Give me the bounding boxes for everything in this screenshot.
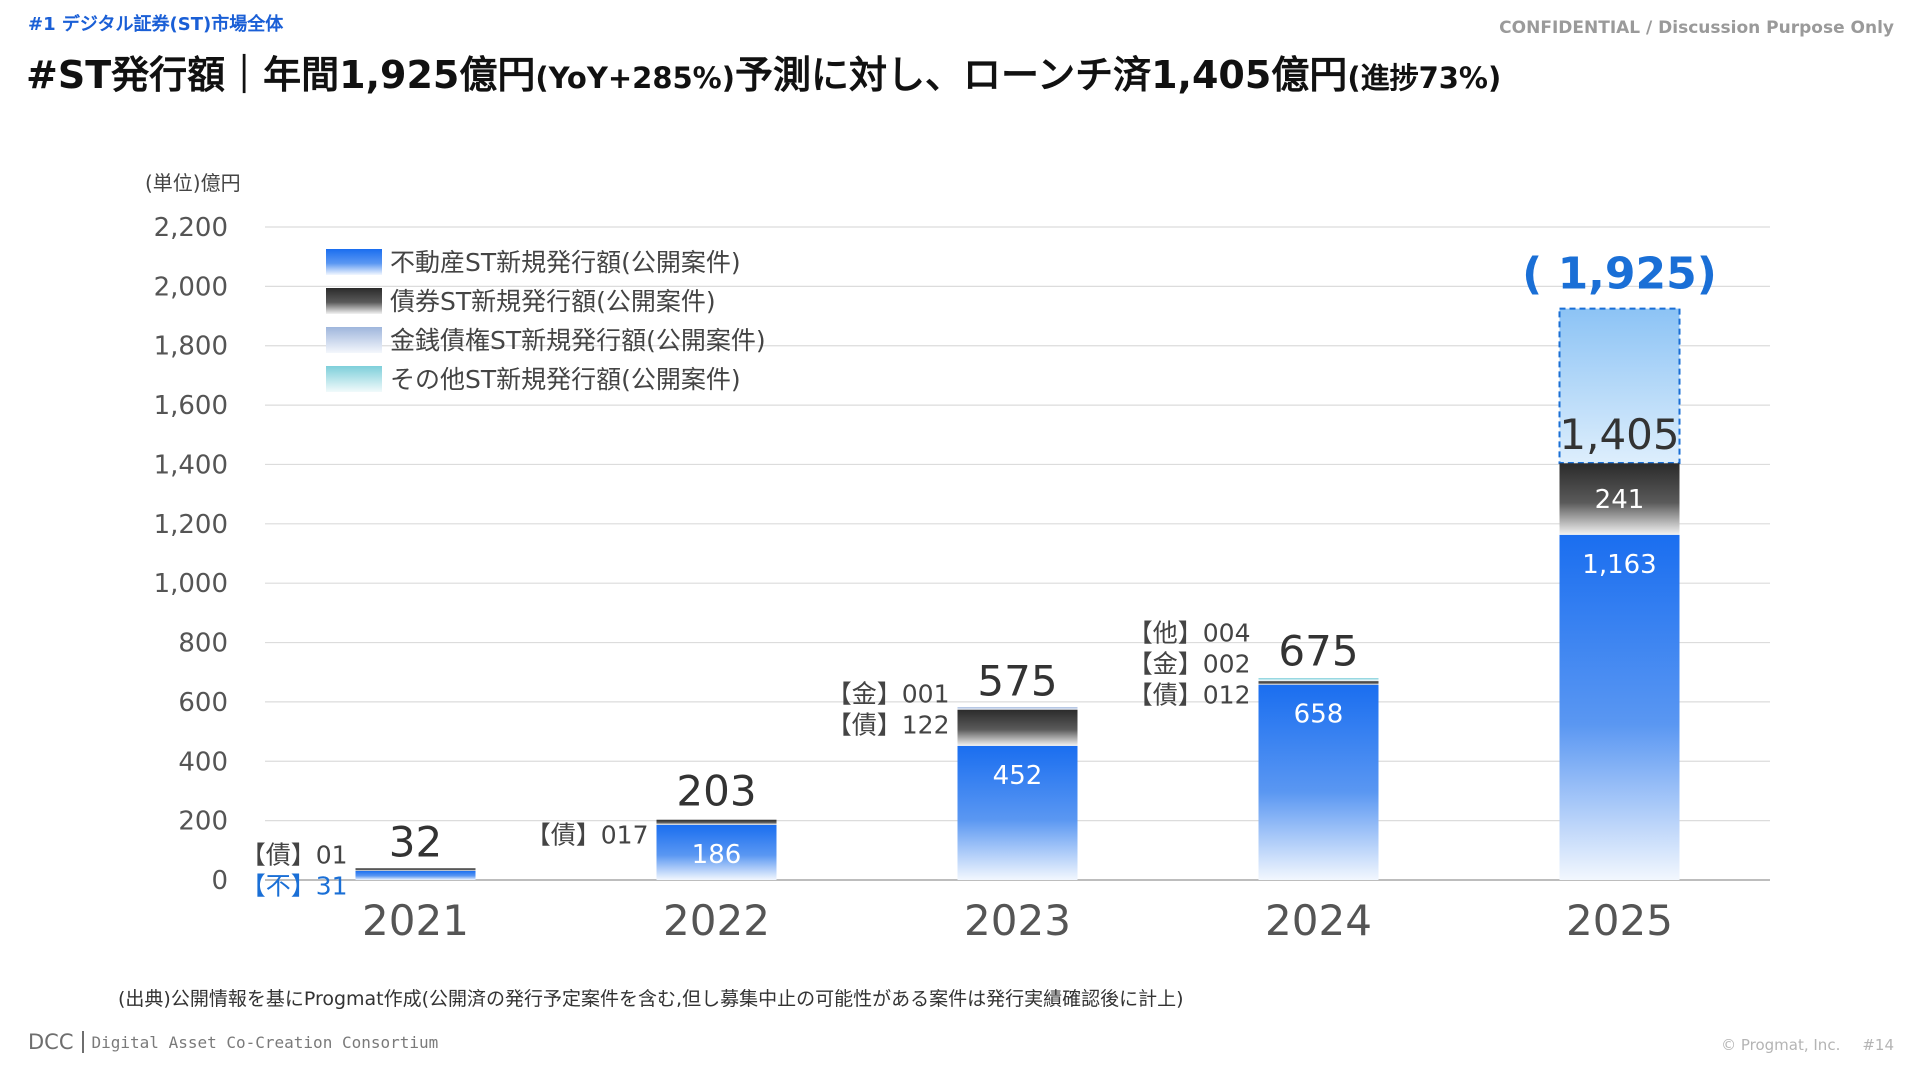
- title-yoy: (YoY+285%): [535, 61, 735, 95]
- title-progress: (進捗73%): [1347, 61, 1502, 95]
- x-tick-label: 2022: [663, 896, 770, 945]
- bar-real_estate-2021: [355, 870, 476, 880]
- bar-real_estate-2025: [1559, 534, 1680, 880]
- logo-long: Digital Asset Co-Creation Consortium: [91, 1032, 439, 1052]
- page-number: #14: [1862, 1036, 1894, 1054]
- bar-real_estate-2022: [656, 824, 777, 880]
- logo-short: DCC: [28, 1030, 74, 1054]
- breakdown-label: 【債】017: [526, 821, 649, 850]
- y-tick-label: 400: [178, 747, 228, 777]
- issuance-chart: (単位)億円 0 200 400 600 800 1,000 1,200 1,400 1,600 1…: [145, 171, 1770, 945]
- total-label: 203: [676, 767, 756, 816]
- breakdown-label: 【債】01: [241, 841, 348, 870]
- total-label: 675: [1278, 627, 1358, 676]
- legend-label-monetary: 金銭債権ST新規発行額(公開案件): [390, 326, 766, 355]
- breakdown-label: 【不】31: [241, 872, 348, 901]
- y-tick-label: 0: [211, 866, 228, 896]
- dcc-logo: DCC Digital Asset Co-Creation Consortium: [28, 1030, 438, 1054]
- logo-divider: [81, 1031, 84, 1053]
- confidential-label: CONFIDENTIAL / Discussion Purpose Only: [1499, 18, 1894, 38]
- y-tick-label: 1,800: [154, 332, 228, 362]
- legend-label-other: その他ST新規発行額(公開案件): [390, 365, 741, 394]
- legend-swatch-monetary: [326, 327, 382, 353]
- forecast-label: ( 1,925): [1522, 249, 1717, 300]
- forecast-bar: [1558, 307, 1681, 464]
- bar-other-2024: [1258, 678, 1379, 681]
- copyright-text: © Progmat, Inc.: [1721, 1036, 1841, 1054]
- inner-label-real-estate: 1,163: [1582, 550, 1656, 580]
- x-tick-label: 2021: [362, 896, 469, 945]
- y-unit-label: (単位)億円: [145, 171, 241, 195]
- legend-swatch-other: [326, 366, 382, 392]
- y-tick-label: 1,600: [154, 391, 228, 421]
- x-tick-label: 2024: [1265, 896, 1372, 945]
- y-tick-label: 800: [178, 629, 228, 659]
- copyright: © Progmat, Inc. #14: [1699, 1036, 1894, 1054]
- bar-real_estate-2024: [1258, 684, 1379, 880]
- y-tick-label: 200: [178, 807, 228, 837]
- legend-label-bond: 債券ST新規発行額(公開案件): [390, 287, 716, 316]
- y-tick-label: 2,200: [154, 213, 228, 243]
- bar-bond-2021: [355, 868, 476, 871]
- y-tick-label: 1,400: [154, 450, 228, 480]
- breakdown-label: 【債】122: [827, 710, 950, 739]
- inner-label-real-estate: 186: [692, 840, 742, 870]
- breakdown-label: 【他】004: [1128, 619, 1251, 648]
- total-label: 575: [977, 656, 1057, 705]
- breakdown-label: 【債】012: [1128, 681, 1251, 710]
- bar-bond-2024: [1258, 681, 1379, 685]
- inner-label-real-estate: 452: [993, 761, 1043, 791]
- total-label: 32: [389, 818, 442, 867]
- x-tick-label: 2023: [964, 896, 1071, 945]
- source-footnote: (出典)公開情報を基にProgmat作成(公開済の発行予定案件を含む,但し募集中…: [118, 988, 1184, 1010]
- y-tick-label: 600: [178, 688, 228, 718]
- bar-monetary-2023: [957, 707, 1078, 710]
- bar-bond-2023: [957, 709, 1078, 746]
- breakdown-label: 【金】001: [827, 679, 950, 708]
- title-launched: 予測に対し、ローンチ済1,405億円: [735, 53, 1348, 97]
- x-tick-label: 2025: [1566, 896, 1673, 945]
- title-main: #ST発行額｜年間1,925億円: [26, 53, 536, 97]
- y-tick-label: 1,200: [154, 510, 228, 540]
- bar-bond-2022: [656, 819, 777, 825]
- total-label: 1,405: [1559, 410, 1679, 459]
- legend-label-real_estate: 不動産ST新規発行額(公開案件): [390, 248, 741, 277]
- page-title: #ST発行額｜年間1,925億円(YoY+285%)予測に対し、ローンチ済1,4…: [26, 44, 1906, 99]
- section-tag: #1 デジタル証券(ST)市場全体: [28, 14, 284, 35]
- legend-swatch-real_estate: [326, 249, 382, 275]
- y-tick-label: 2,000: [154, 272, 228, 302]
- breakdown-label: 【金】002: [1128, 650, 1251, 679]
- inner-label-real-estate: 658: [1294, 700, 1344, 730]
- bar-real_estate-2023: [957, 745, 1078, 880]
- legend-swatch-bond: [326, 288, 382, 314]
- y-tick-label: 1,000: [154, 569, 228, 599]
- bar-bond-2025: [1559, 463, 1680, 535]
- inner-label-bond: 241: [1595, 485, 1645, 515]
